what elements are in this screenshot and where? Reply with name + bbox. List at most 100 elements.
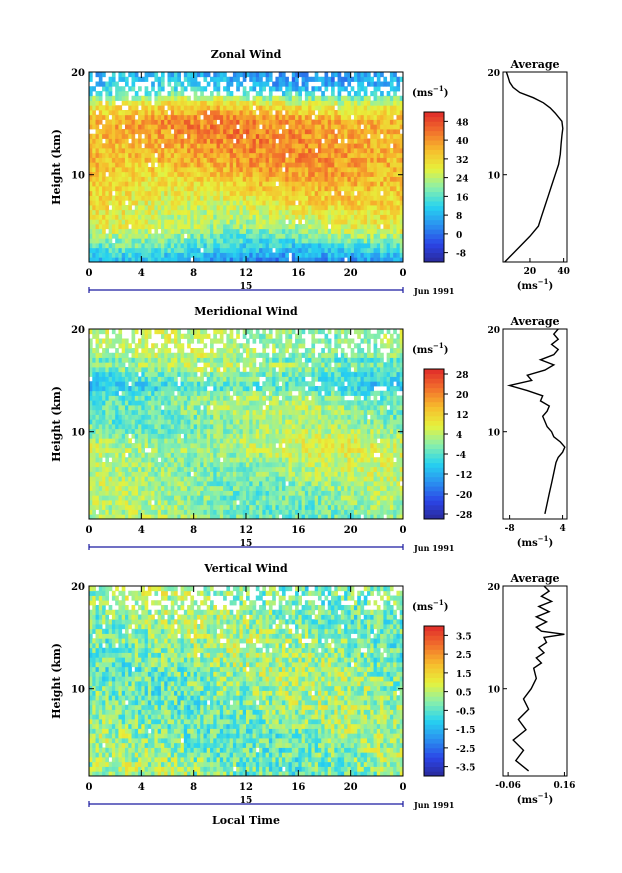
heatmap-cell bbox=[170, 490, 175, 496]
heatmap-cell bbox=[334, 219, 338, 225]
heatmap-cell bbox=[281, 462, 286, 468]
heatmap-cell bbox=[389, 157, 394, 163]
heatmap-cell bbox=[160, 224, 165, 230]
heatmap-cell bbox=[380, 485, 384, 491]
heatmap-cell bbox=[170, 143, 175, 149]
heatmap-cell bbox=[229, 152, 234, 158]
heatmap-cell bbox=[255, 500, 260, 506]
heatmap-cell bbox=[144, 167, 149, 173]
heatmap-cell bbox=[105, 100, 110, 106]
heatmap-cell bbox=[229, 238, 234, 244]
heatmap-cell bbox=[236, 81, 240, 87]
heatmap-cell bbox=[399, 500, 404, 506]
heatmap-cell bbox=[262, 500, 267, 506]
heatmap-cell bbox=[95, 148, 100, 154]
heatmap-cell bbox=[98, 186, 103, 192]
heatmap-cell bbox=[291, 224, 296, 230]
heatmap-cell bbox=[223, 228, 227, 234]
heatmap-cell bbox=[134, 167, 139, 173]
heatmap-cell bbox=[295, 452, 299, 458]
heatmap-cell bbox=[360, 462, 365, 468]
heatmap-cell bbox=[249, 114, 253, 120]
heatmap-cell bbox=[138, 214, 142, 220]
heatmap-cell bbox=[393, 76, 397, 82]
heatmap-cell bbox=[183, 495, 188, 501]
heatmap-cell bbox=[370, 490, 374, 496]
heatmap-cell bbox=[134, 471, 139, 477]
heatmap-cell bbox=[357, 129, 361, 135]
heatmap-cell bbox=[141, 176, 145, 182]
heatmap-cell bbox=[340, 143, 345, 149]
heatmap-cell bbox=[128, 200, 132, 206]
heatmap-cell bbox=[196, 138, 201, 144]
heatmap-cell bbox=[393, 205, 397, 211]
heatmap-cell bbox=[108, 152, 113, 158]
heatmap-cell bbox=[167, 72, 172, 78]
heatmap-cell bbox=[177, 485, 181, 491]
heatmap-cell bbox=[353, 171, 358, 177]
heatmap-cell bbox=[154, 209, 159, 215]
heatmap-cell bbox=[105, 138, 110, 144]
heatmap-cell bbox=[180, 167, 185, 173]
heatmap-cell bbox=[124, 157, 129, 163]
heatmap-cell bbox=[232, 148, 237, 154]
heatmap-cell bbox=[367, 167, 371, 173]
heatmap-cell bbox=[174, 152, 178, 158]
heatmap-cell bbox=[128, 209, 132, 215]
heatmap-cell bbox=[337, 500, 342, 506]
heatmap-cell bbox=[174, 457, 178, 463]
heatmap-cell bbox=[134, 209, 139, 215]
heatmap-cell bbox=[183, 200, 188, 206]
heatmap-cell bbox=[321, 105, 325, 111]
heatmap-cell bbox=[239, 110, 244, 116]
heatmap-cell bbox=[232, 200, 237, 206]
heatmap-cell bbox=[203, 224, 208, 230]
heatmap-cell bbox=[124, 143, 129, 149]
heatmap-cell bbox=[213, 205, 217, 211]
heatmap-cell bbox=[89, 476, 93, 482]
heatmap-cell bbox=[108, 257, 113, 263]
heatmap-cell bbox=[105, 252, 110, 258]
heatmap-cell bbox=[174, 100, 178, 106]
heatmap-cell bbox=[128, 129, 132, 135]
heatmap-cell bbox=[190, 224, 195, 230]
heatmap-cell bbox=[334, 476, 338, 482]
heatmap-cell bbox=[167, 490, 172, 496]
heatmap-cell bbox=[203, 504, 208, 510]
heatmap-cell bbox=[196, 114, 201, 120]
heatmap-cell bbox=[193, 495, 198, 501]
heatmap-cell bbox=[393, 171, 397, 177]
heatmap-cell bbox=[347, 143, 352, 149]
heatmap-cell bbox=[183, 152, 188, 158]
heatmap-cell bbox=[321, 238, 325, 244]
heatmap-cell bbox=[380, 476, 384, 482]
heatmap-cell bbox=[314, 86, 319, 92]
heatmap-cell bbox=[301, 181, 306, 187]
heatmap-cell bbox=[278, 190, 283, 196]
heatmap-cell bbox=[131, 81, 136, 87]
heatmap-cell bbox=[147, 247, 152, 253]
heatmap-cell bbox=[265, 514, 270, 520]
heatmap-cell bbox=[291, 110, 296, 116]
heatmap-cell bbox=[157, 76, 162, 82]
heatmap-cell bbox=[206, 257, 211, 263]
heatmap-cell bbox=[196, 176, 201, 182]
heatmap-cell bbox=[317, 162, 322, 168]
heatmap-cell bbox=[324, 86, 329, 92]
heatmap-cell bbox=[373, 257, 378, 263]
heatmap-cell bbox=[357, 138, 361, 144]
heatmap-cell bbox=[252, 214, 257, 220]
heatmap-cell bbox=[380, 100, 384, 106]
heatmap-cell bbox=[111, 157, 116, 163]
heatmap-cell bbox=[170, 495, 175, 501]
heatmap-cell bbox=[229, 176, 234, 182]
heatmap-cell bbox=[196, 476, 201, 482]
heatmap-cell bbox=[236, 509, 240, 515]
heatmap-cell bbox=[239, 72, 244, 78]
heatmap-cell bbox=[174, 119, 178, 125]
heatmap-cell bbox=[298, 171, 302, 177]
heatmap-cell bbox=[380, 228, 384, 234]
heatmap-cell bbox=[118, 176, 123, 182]
colorbar-swatch bbox=[424, 182, 444, 188]
